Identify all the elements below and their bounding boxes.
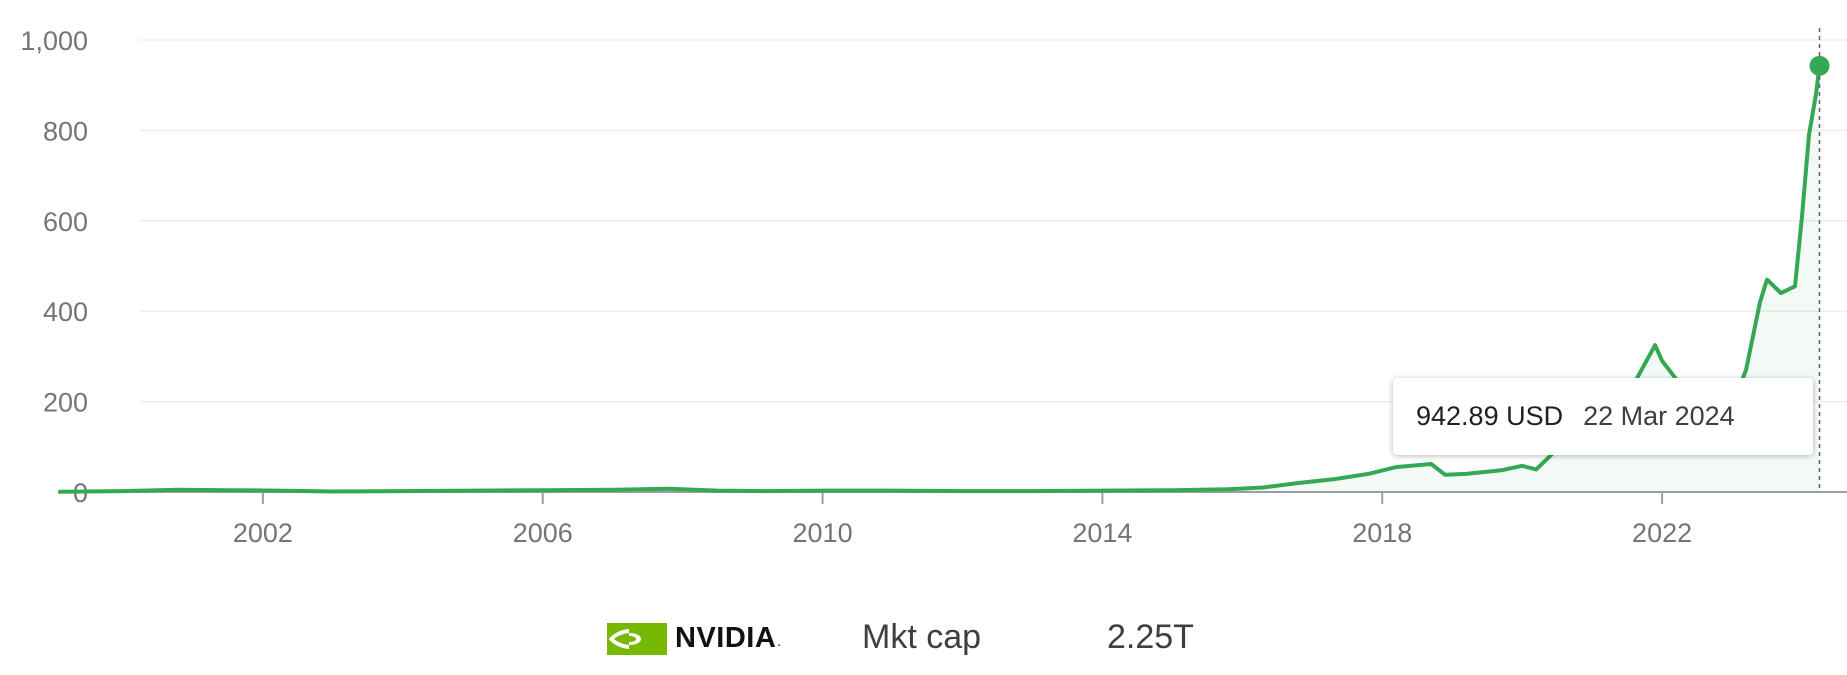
hover-layer <box>1809 28 1830 492</box>
grid-lines <box>140 39 1847 403</box>
logo-dot: . <box>777 633 782 649</box>
company-logo: NVIDIA . <box>607 622 781 655</box>
x-tick-label: 2014 <box>1072 518 1132 548</box>
y-tick-label: 1,000 <box>20 26 88 56</box>
x-tick-label: 2006 <box>513 518 573 548</box>
x-tick-label: 2010 <box>793 518 853 548</box>
market-cap-label: Mkt cap <box>862 618 982 656</box>
y-tick-label: 600 <box>43 207 88 237</box>
y-tick-label: 200 <box>43 388 88 418</box>
company-name: NVIDIA <box>675 622 777 654</box>
nvidia-eye-icon <box>607 622 667 655</box>
tooltip-price: 942.89 USD <box>1416 401 1564 431</box>
series-line <box>58 63 1822 494</box>
x-axis: 2002 2006 2010 2014 2018 2022 <box>60 491 1847 548</box>
x-tick-label: 2022 <box>1632 518 1692 548</box>
x-tick-label: 2018 <box>1352 518 1412 548</box>
tooltip-date: 22 Mar 2024 <box>1583 401 1735 431</box>
hover-point <box>1809 55 1830 76</box>
y-tick-label: 400 <box>43 297 88 327</box>
price-tooltip: 942.89 USD 22 Mar 2024 <box>1393 378 1813 455</box>
y-tick-label: 800 <box>43 116 88 146</box>
x-tick-label: 2002 <box>233 518 293 548</box>
market-cap-value: 2.25T <box>1107 618 1194 656</box>
y-axis: 02004006008001,000 <box>20 26 88 508</box>
stock-price-chart: 02004006008001,000 200220062010201420182… <box>20 26 1847 548</box>
stock-footer: NVIDIA . Mkt cap 2.25T <box>0 610 1847 670</box>
